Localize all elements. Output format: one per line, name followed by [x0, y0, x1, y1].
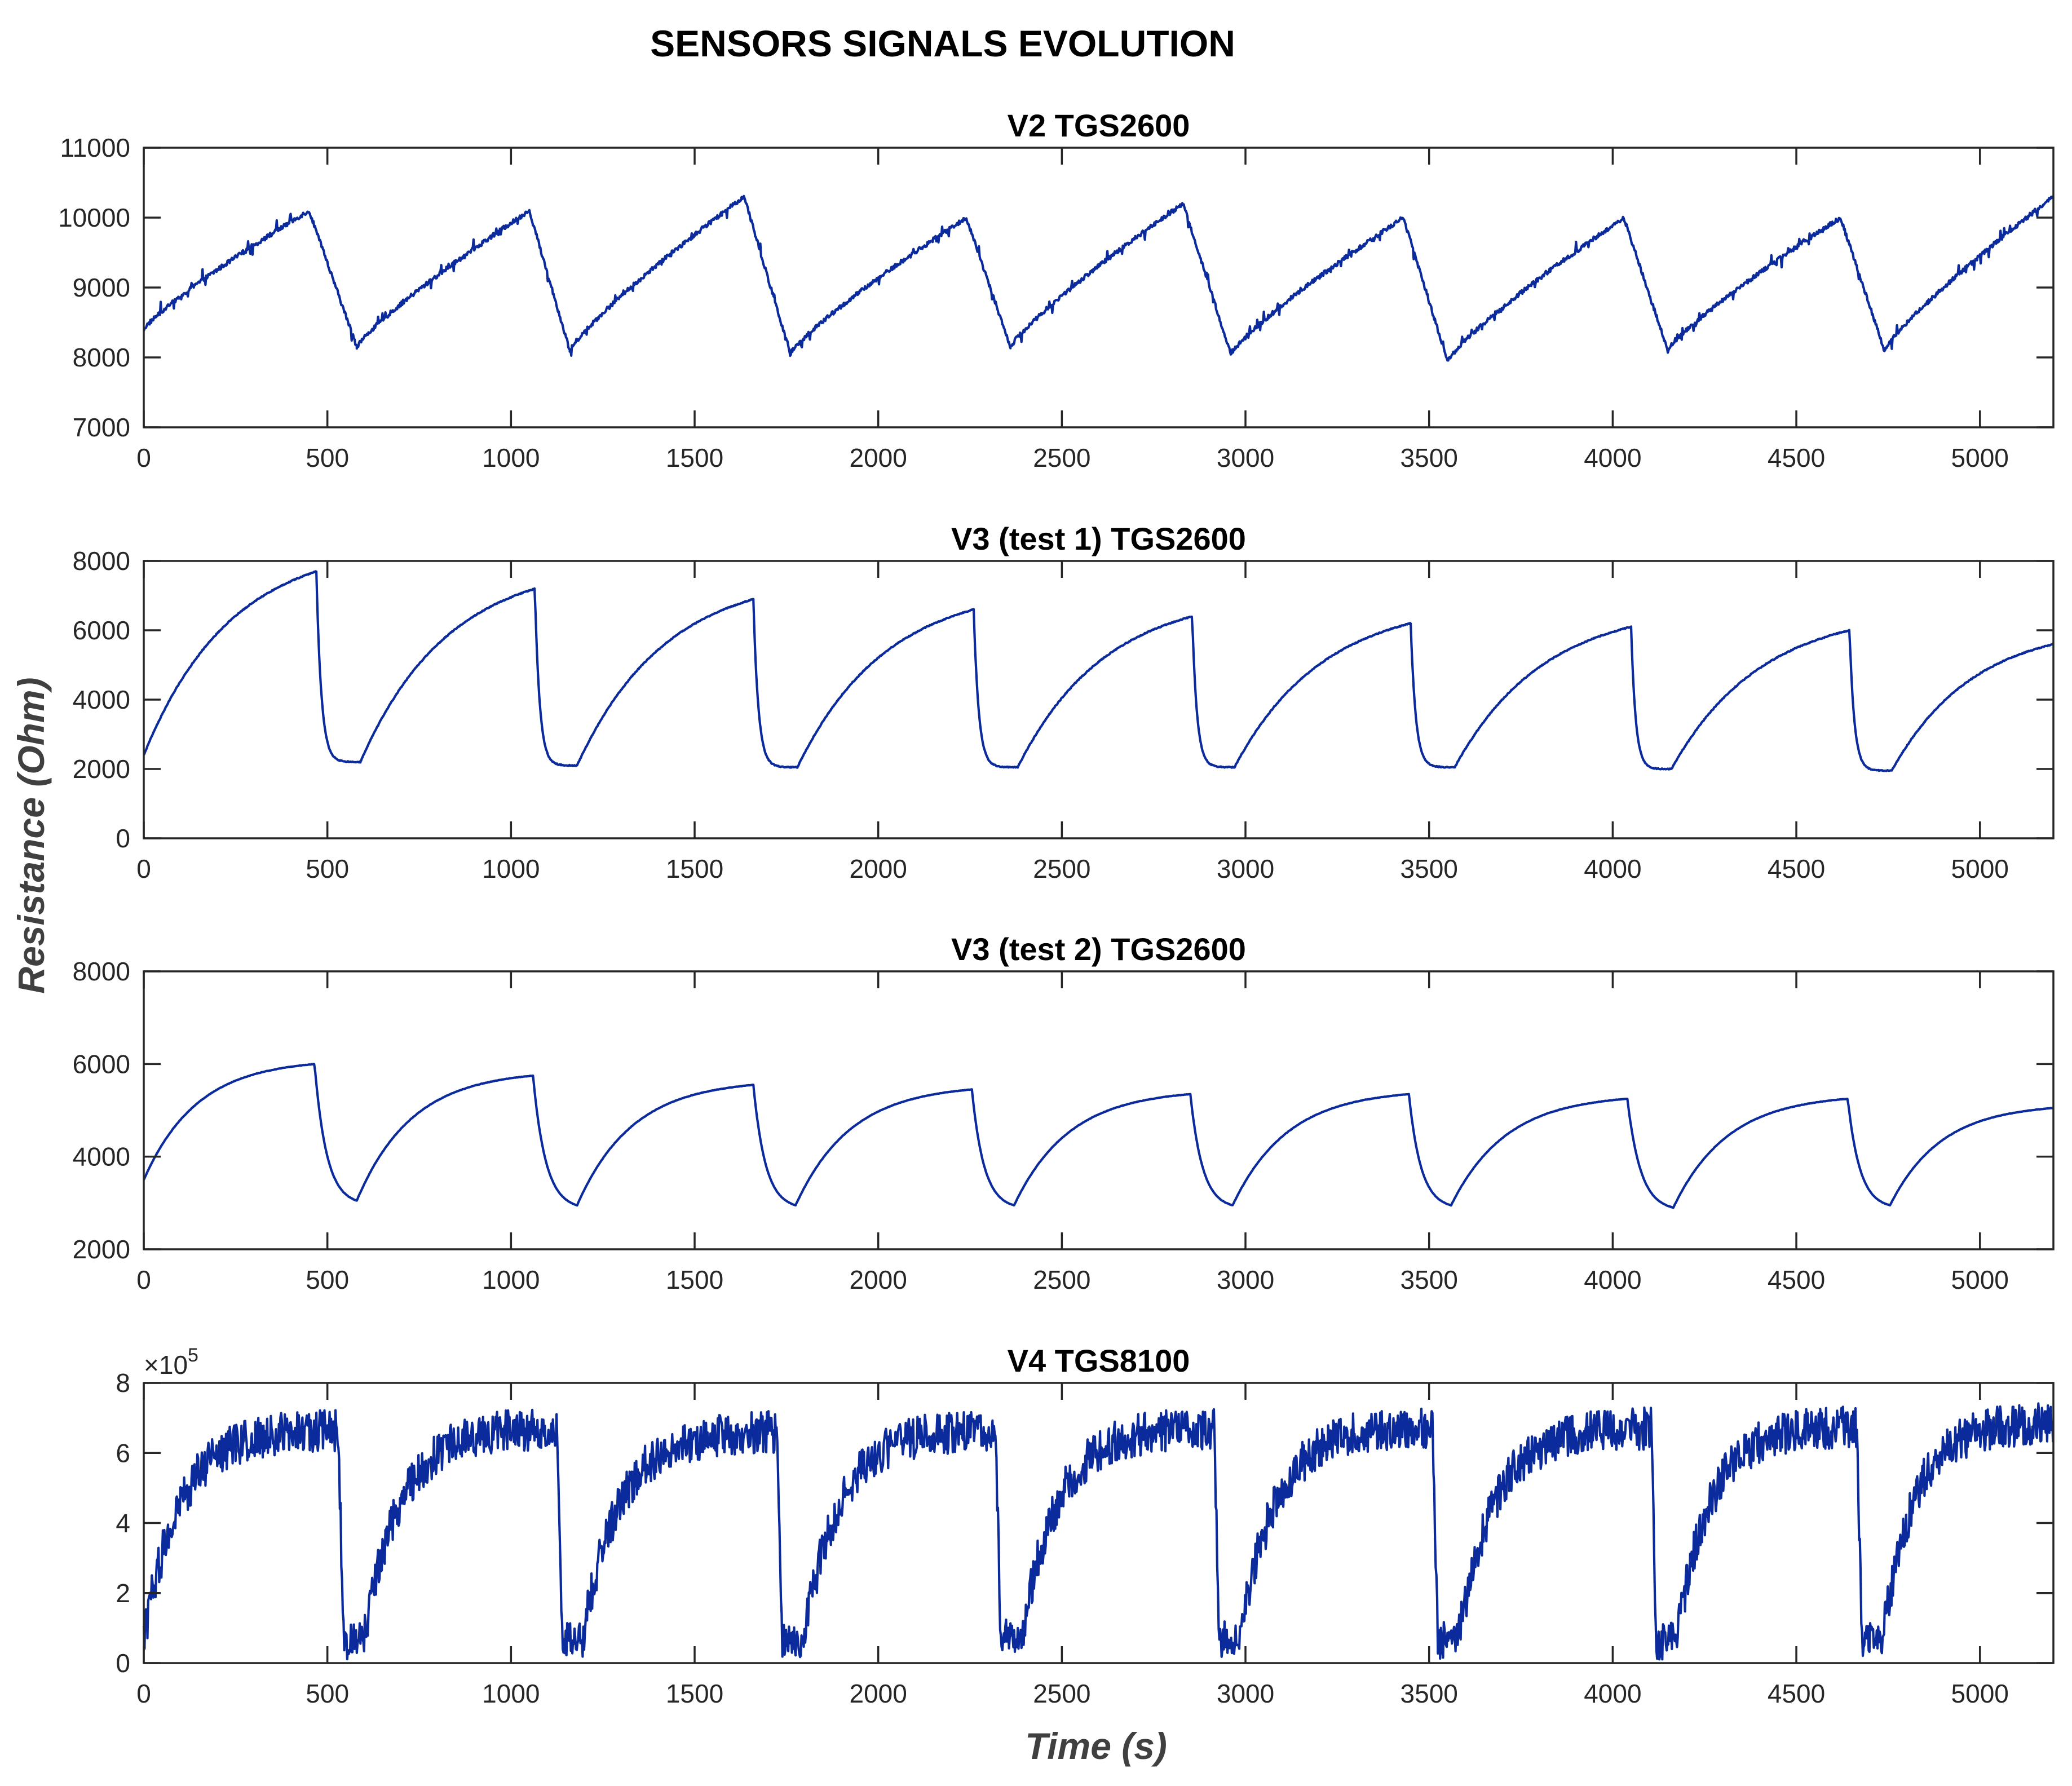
- x-tick-label: 2500: [1033, 1679, 1090, 1708]
- x-tick-label: 3500: [1401, 1679, 1458, 1708]
- x-tick-label: 5000: [1951, 1265, 2009, 1294]
- x-tick-label: 5000: [1951, 854, 2009, 883]
- x-tick-label: 4500: [1768, 443, 1825, 472]
- y-tick-label: 8000: [73, 546, 130, 576]
- y-tick-label: 0: [116, 824, 130, 853]
- y-axis-label: Resistance (Ohm): [10, 677, 52, 993]
- subplot-1: V2 TGS2600 0 500 1000 1500 2000 2500 3000 3500 40…: [58, 108, 2055, 472]
- y-exponent-label: ×105: [144, 1345, 198, 1380]
- y-tick-label: 8000: [73, 957, 130, 986]
- y-tick-label: 2000: [73, 754, 130, 784]
- x-tick-label: 3000: [1217, 854, 1274, 883]
- y-tick-label: 9000: [73, 273, 130, 302]
- y-tick-label: 2: [116, 1579, 130, 1608]
- x-tick-label: 1000: [482, 854, 540, 883]
- x-tick-label: 3000: [1217, 1679, 1274, 1708]
- y-tick-label: 6000: [73, 1049, 130, 1078]
- x-tick-label: 2000: [850, 854, 907, 883]
- x-tick-label: 4000: [1584, 1679, 1641, 1708]
- y-tick-label: 4000: [73, 1142, 130, 1171]
- y-tick-label: 8: [116, 1368, 130, 1398]
- x-tick-label: 1000: [482, 1265, 540, 1294]
- x-tick-label: 500: [306, 443, 349, 472]
- x-axis-label: Time (s): [1025, 1725, 1167, 1767]
- x-tick-label: 4000: [1584, 443, 1641, 472]
- subplot-title: V4 TGS8100: [1008, 1343, 1190, 1378]
- y-tick-label: 6: [116, 1438, 130, 1467]
- x-tick-label: 5000: [1951, 1679, 2009, 1708]
- x-tick-label: 0: [136, 854, 151, 883]
- x-tick-label: 2000: [850, 1265, 907, 1294]
- x-tick-label: 1500: [666, 1265, 723, 1294]
- y-tick-label: 4000: [73, 685, 130, 714]
- x-tick-label: 4500: [1768, 854, 1825, 883]
- x-tick-label: 1000: [482, 1679, 540, 1708]
- y-tick-label: 6000: [73, 616, 130, 645]
- x-tick-label: 500: [306, 1679, 349, 1708]
- y-tick-label: 0: [116, 1648, 130, 1678]
- x-tick-label: 5000: [1951, 443, 2009, 472]
- x-tick-label: 4000: [1584, 1265, 1641, 1294]
- x-tick-label: 0: [136, 1265, 151, 1294]
- y-tick-label: 8000: [73, 343, 130, 372]
- x-tick-label: 2500: [1033, 1265, 1090, 1294]
- x-tick-label: 3500: [1401, 1265, 1458, 1294]
- y-tick-label: 7000: [73, 413, 130, 442]
- y-tick-label: 10000: [58, 203, 130, 232]
- x-tick-label: 2000: [850, 443, 907, 472]
- y-tick-label: 4: [116, 1509, 130, 1538]
- x-tick-label: 2000: [850, 1679, 907, 1708]
- y-tick-label: 2000: [73, 1235, 130, 1264]
- x-tick-label: 1000: [482, 443, 540, 472]
- plot-frame: [143, 970, 2055, 1250]
- x-tick-label: 3000: [1217, 1265, 1274, 1294]
- subplot-title: V2 TGS2600: [1008, 108, 1190, 143]
- x-tick-label: 500: [306, 854, 349, 883]
- x-tick-label: 3500: [1401, 443, 1458, 472]
- x-tick-label: 2500: [1033, 443, 1090, 472]
- x-tick-label: 4000: [1584, 854, 1641, 883]
- x-tick-label: 2500: [1033, 854, 1090, 883]
- signal-line: [142, 1402, 2055, 1661]
- x-tick-label: 1500: [666, 1679, 723, 1708]
- figure-title: SENSORS SIGNALS EVOLUTION: [650, 23, 1235, 64]
- x-tick-label: 500: [306, 1265, 349, 1294]
- signal-line: [143, 570, 2054, 772]
- signal-line: [143, 194, 2055, 362]
- x-tick-label: 3500: [1401, 854, 1458, 883]
- x-tick-label: 1500: [666, 854, 723, 883]
- x-tick-label: 1500: [666, 443, 723, 472]
- subplot-2: V3 (test 1) TGS2600 0 500 1000 1500 2000 2500 3…: [73, 521, 2055, 883]
- subplot-title: V3 (test 1) TGS2600: [951, 521, 1246, 556]
- plot-frame: [143, 1382, 2055, 1664]
- subplot-3: V3 (test 2) TGS2600 0 500 1000 1500 2000 2500 3…: [73, 931, 2055, 1294]
- x-tick-label: 4500: [1768, 1265, 1825, 1294]
- plot-frame: [143, 560, 2055, 839]
- x-tick-label: 4500: [1768, 1679, 1825, 1708]
- subplot-title: V3 (test 2) TGS2600: [951, 931, 1246, 967]
- y-tick-label: 11000: [60, 133, 130, 162]
- x-tick-label: 0: [136, 443, 151, 472]
- x-tick-label: 3000: [1217, 443, 1274, 472]
- x-tick-label: 0: [136, 1679, 151, 1708]
- signal-line: [143, 1063, 2054, 1209]
